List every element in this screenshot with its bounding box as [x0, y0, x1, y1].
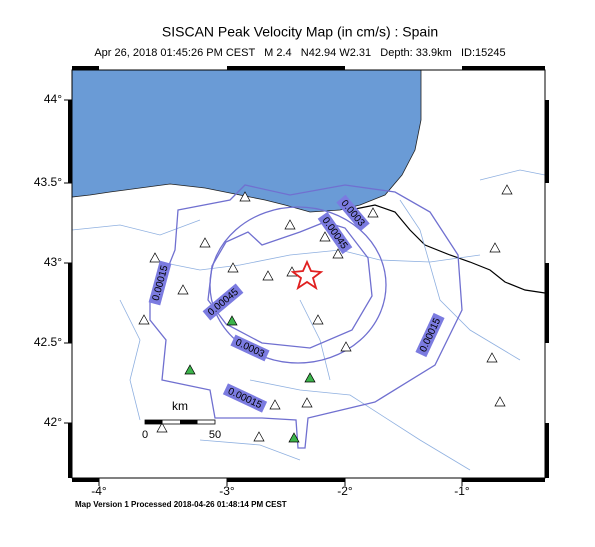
station	[138, 314, 150, 325]
frame-bar	[545, 263, 549, 343]
station	[262, 270, 274, 281]
frame-bar	[545, 423, 549, 478]
lon-label: -2°	[337, 484, 353, 498]
station	[284, 219, 296, 230]
contour-label-box	[222, 383, 268, 413]
frame-bar	[68, 423, 72, 478]
map-area: 0.000150.000450.00030.000150.000150.0004…	[71, 69, 546, 478]
frame: -4° -3° -2° -1° 44° 43.5° 43° 42.5° 42°	[34, 66, 549, 498]
scale-bar-segment	[145, 420, 163, 424]
sea	[71, 69, 422, 213]
station	[489, 242, 501, 253]
frame-bar	[462, 66, 545, 70]
station	[156, 422, 168, 433]
station	[227, 262, 239, 273]
subtitle: Apr 26, 2018 01:45:26 PM CEST M 2.4 N42.…	[94, 47, 505, 59]
station	[501, 184, 513, 195]
station	[312, 314, 324, 325]
frame-bar	[545, 100, 549, 183]
station	[367, 207, 379, 218]
contour-label-box	[415, 312, 445, 358]
station	[494, 396, 506, 407]
frame-bar	[68, 100, 72, 183]
scale-bar-segment	[180, 420, 198, 424]
frame-bar	[227, 478, 345, 482]
station	[184, 364, 196, 375]
station	[239, 191, 251, 202]
scale-unit: km	[172, 399, 188, 413]
station	[269, 399, 281, 410]
lon-label: -3°	[219, 484, 235, 498]
station	[149, 252, 161, 263]
contour-label-box	[148, 260, 172, 306]
scale-end: 50	[209, 429, 221, 441]
frame-bar	[72, 66, 99, 70]
station	[304, 372, 316, 383]
footer: Map Version 1 Processed 2018-04-26 01:48…	[75, 500, 287, 509]
station	[486, 352, 498, 363]
scale-bar: km 0 50	[142, 399, 221, 441]
contour-label-box	[230, 334, 270, 362]
lat-label: 43°	[44, 255, 62, 269]
station	[319, 231, 331, 242]
frame-bar	[227, 66, 345, 70]
rivers	[71, 169, 546, 471]
border	[349, 204, 546, 294]
lat-label: 42.5°	[34, 335, 62, 349]
station	[340, 341, 352, 352]
epicenter	[290, 259, 324, 291]
station	[288, 432, 300, 443]
contour-label-box	[202, 283, 244, 321]
lat-label: 43.5°	[34, 175, 62, 189]
contour-line	[149, 184, 463, 449]
station	[253, 431, 265, 442]
station	[199, 237, 211, 248]
title: SISCAN Peak Velocity Map (in cm/s) : Spa…	[162, 24, 438, 40]
frame-bar	[72, 478, 99, 482]
station	[226, 315, 238, 326]
frame-bar	[68, 263, 72, 343]
station	[177, 284, 189, 295]
station	[301, 397, 313, 408]
contour-label-box	[336, 194, 370, 232]
lat-label: 44°	[44, 92, 62, 106]
contour-label-box	[317, 211, 353, 255]
lat-label: 42°	[44, 415, 62, 429]
lon-label: -1°	[454, 484, 470, 498]
lon-label: -4°	[91, 484, 107, 498]
frame-bar	[462, 478, 545, 482]
station	[332, 248, 344, 259]
stations	[138, 184, 513, 443]
scale-start: 0	[142, 429, 148, 441]
